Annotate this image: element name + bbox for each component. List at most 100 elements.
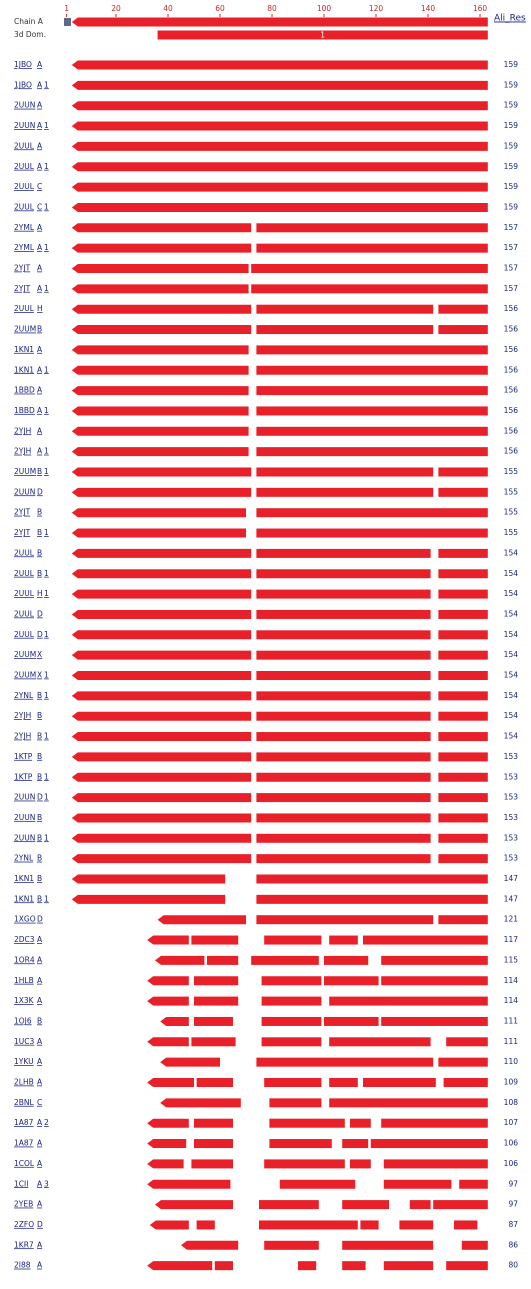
chain-id[interactable]: C bbox=[37, 1098, 42, 1107]
copy-number[interactable]: 2 bbox=[44, 1118, 49, 1127]
copy-number[interactable]: 1 bbox=[44, 528, 49, 537]
pdb-id[interactable]: 2YJH bbox=[14, 447, 31, 456]
pdb-id[interactable]: 2YEB bbox=[14, 1200, 33, 1209]
pdb-id[interactable]: 2YJH bbox=[14, 426, 31, 435]
pdb-id[interactable]: 1X3K bbox=[14, 996, 35, 1005]
pdb-id[interactable]: 2UUL bbox=[14, 609, 35, 618]
chain-id[interactable]: A bbox=[37, 80, 43, 89]
copy-number[interactable]: 1 bbox=[44, 732, 49, 741]
pdb-id[interactable]: 2LHB bbox=[14, 1078, 34, 1087]
chain-id[interactable]: A bbox=[37, 1057, 43, 1066]
chain-id[interactable]: A bbox=[37, 162, 43, 171]
pdb-id[interactable]: 2YNL bbox=[14, 854, 34, 863]
chain-id[interactable]: B bbox=[37, 548, 42, 557]
pdb-id[interactable]: 2YML bbox=[14, 243, 35, 252]
pdb-id[interactable]: 1A87 bbox=[14, 1118, 34, 1127]
pdb-id[interactable]: 2UUM bbox=[14, 671, 36, 680]
chain-id[interactable]: A bbox=[37, 406, 43, 415]
copy-number[interactable]: 1 bbox=[44, 406, 49, 415]
chain-id[interactable]: A bbox=[37, 284, 43, 293]
chain-id[interactable]: A bbox=[37, 1240, 43, 1249]
pdb-id[interactable]: 1XGO bbox=[14, 915, 36, 924]
chain-id[interactable]: A bbox=[37, 935, 43, 944]
chain-id[interactable]: B bbox=[37, 569, 42, 578]
pdb-id[interactable]: 1KN1 bbox=[14, 365, 34, 374]
pdb-id[interactable]: 2YJH bbox=[14, 732, 31, 741]
chain-id[interactable]: A bbox=[37, 996, 43, 1005]
pdb-id[interactable]: 2UUM bbox=[14, 325, 36, 334]
chain-id[interactable]: B bbox=[37, 325, 42, 334]
chain-id[interactable]: D bbox=[37, 630, 43, 639]
pdb-id[interactable]: 1BBD bbox=[14, 386, 35, 395]
pdb-id[interactable]: 2BNL bbox=[14, 1098, 35, 1107]
pdb-id[interactable]: 2I88 bbox=[14, 1261, 31, 1270]
pdb-id[interactable]: 2UUM bbox=[14, 650, 36, 659]
pdb-id[interactable]: 2UUL bbox=[14, 569, 35, 578]
chain-id[interactable]: A bbox=[37, 1261, 43, 1270]
chain-id[interactable]: A bbox=[37, 101, 43, 110]
chain-id[interactable]: A bbox=[37, 1118, 43, 1127]
pdb-id[interactable]: 2UUL bbox=[14, 589, 35, 598]
pdb-id[interactable]: 1BBD bbox=[14, 406, 35, 415]
chain-id[interactable]: D bbox=[37, 1220, 43, 1229]
pdb-id[interactable]: 1JBO bbox=[14, 60, 32, 69]
chain-id[interactable]: H bbox=[37, 304, 43, 313]
pdb-id[interactable]: 2UUL bbox=[14, 548, 35, 557]
pdb-id[interactable]: 2UUN bbox=[14, 833, 35, 842]
chain-id[interactable]: A bbox=[37, 141, 43, 150]
chain-id[interactable]: A bbox=[37, 223, 43, 232]
pdb-id[interactable]: 2UUN bbox=[14, 101, 35, 110]
pdb-id[interactable]: 2UUN bbox=[14, 813, 35, 822]
pdb-id[interactable]: 2YJH bbox=[14, 711, 31, 720]
chain-id[interactable]: B bbox=[37, 691, 42, 700]
chain-id[interactable]: A bbox=[37, 60, 43, 69]
pdb-id[interactable]: 2UUN bbox=[14, 487, 35, 496]
chain-id[interactable]: B bbox=[37, 874, 42, 883]
chain-id[interactable]: B bbox=[37, 508, 42, 517]
copy-number[interactable]: 1 bbox=[44, 202, 49, 211]
copy-number[interactable]: 1 bbox=[44, 793, 49, 802]
pdb-id[interactable]: 1KN1 bbox=[14, 345, 34, 354]
chain-id[interactable]: A bbox=[37, 1179, 43, 1188]
chain-id[interactable]: A bbox=[37, 1159, 43, 1168]
chain-id[interactable]: A bbox=[37, 426, 43, 435]
chain-id[interactable]: A bbox=[37, 1037, 43, 1046]
ali-res-header[interactable]: Ali_Res bbox=[494, 14, 526, 24]
pdb-id[interactable]: 1HLB bbox=[14, 976, 34, 985]
pdb-id[interactable]: 2UUN bbox=[14, 793, 35, 802]
chain-id[interactable]: A bbox=[37, 264, 43, 273]
copy-number[interactable]: 1 bbox=[44, 365, 49, 374]
chain-id[interactable]: A bbox=[37, 365, 43, 374]
chain-id[interactable]: B bbox=[37, 813, 42, 822]
pdb-id[interactable]: 1KTP bbox=[14, 752, 33, 761]
chain-id[interactable]: B bbox=[37, 752, 42, 761]
pdb-id[interactable]: 2YJT bbox=[14, 528, 31, 537]
chain-id[interactable]: A bbox=[37, 386, 43, 395]
copy-number[interactable]: 1 bbox=[44, 569, 49, 578]
copy-number[interactable]: 1 bbox=[44, 772, 49, 781]
pdb-id[interactable]: 2YJT bbox=[14, 284, 31, 293]
chain-id[interactable]: X bbox=[37, 671, 42, 680]
pdb-id[interactable]: 1KN1 bbox=[14, 894, 34, 903]
chain-id[interactable]: C bbox=[37, 202, 42, 211]
chain-id[interactable]: A bbox=[37, 243, 43, 252]
pdb-id[interactable]: 1CII bbox=[14, 1179, 28, 1188]
chain-id[interactable]: D bbox=[37, 915, 43, 924]
copy-number[interactable]: 1 bbox=[44, 833, 49, 842]
copy-number[interactable]: 1 bbox=[44, 691, 49, 700]
pdb-id[interactable]: 2YNL bbox=[14, 691, 34, 700]
pdb-id[interactable]: 1KTP bbox=[14, 772, 33, 781]
chain-id[interactable]: B bbox=[37, 772, 42, 781]
chain-id[interactable]: D bbox=[37, 487, 43, 496]
pdb-id[interactable]: 1JBO bbox=[14, 80, 32, 89]
chain-id[interactable]: H bbox=[37, 589, 43, 598]
pdb-id[interactable]: 2YJT bbox=[14, 264, 31, 273]
pdb-id[interactable]: 2UUL bbox=[14, 630, 35, 639]
copy-number[interactable]: 1 bbox=[44, 121, 49, 130]
copy-number[interactable]: 1 bbox=[44, 243, 49, 252]
pdb-id[interactable]: 2YML bbox=[14, 223, 35, 232]
copy-number[interactable]: 1 bbox=[44, 589, 49, 598]
chain-id[interactable]: A bbox=[37, 121, 43, 130]
chain-id[interactable]: D bbox=[37, 793, 43, 802]
chain-id[interactable]: A bbox=[37, 976, 43, 985]
